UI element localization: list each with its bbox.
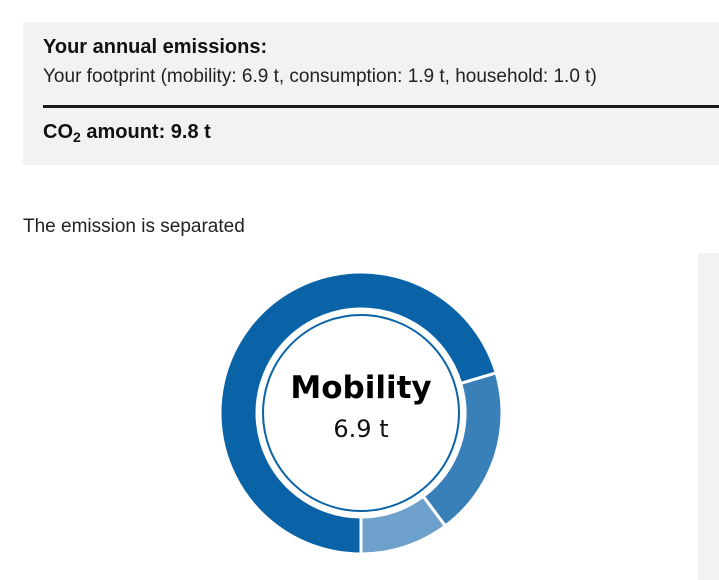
summary-title: Your annual emissions:: [43, 36, 268, 58]
co2-subscript: 2: [73, 129, 81, 145]
footprint-breakdown: Your footprint (mobility: 6.9 t, consump…: [43, 66, 597, 87]
co2-value: amount: 9.8 t: [80, 121, 211, 143]
donut-slice-mobility[interactable]: [218, 270, 499, 556]
co2-prefix: CO: [43, 121, 73, 143]
side-panel: [698, 253, 719, 580]
selected-category-label: Mobility: [290, 370, 431, 406]
donut-slice-household[interactable]: [359, 494, 448, 556]
selected-inner-ring: [262, 314, 460, 512]
donut-slice-consumption[interactable]: [421, 371, 504, 529]
annual-emissions-summary: Your annual emissions: Your footprint (m…: [23, 22, 719, 165]
emission-separated-label: The emission is separated: [23, 216, 245, 237]
co2-amount: CO2 amount: 9.8 t: [43, 121, 211, 145]
selected-category-value: 6.9 t: [333, 415, 388, 443]
summary-divider: [43, 105, 719, 108]
